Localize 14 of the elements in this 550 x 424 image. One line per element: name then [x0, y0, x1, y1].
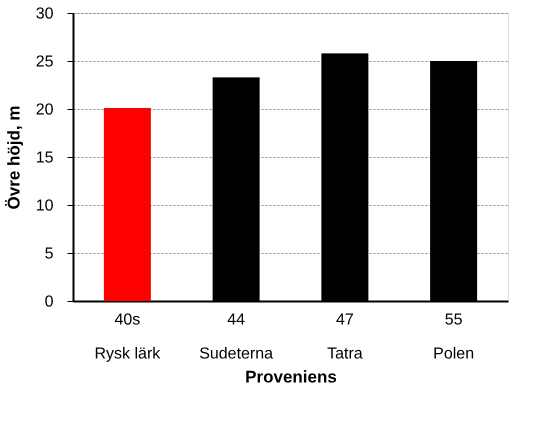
- y-tick-label: 5: [44, 246, 54, 262]
- x-tick-label: 55 Polen: [433, 312, 474, 362]
- y-tick-label: 15: [36, 150, 54, 166]
- y-tick-label: 20: [36, 102, 54, 118]
- y-axis-title: Övre höjd, m: [4, 106, 24, 210]
- y-tick-label: 0: [44, 294, 54, 310]
- y-tick-label: 25: [36, 54, 54, 70]
- x-axis-title: Proveniens: [245, 368, 337, 386]
- y-tick-label: 30: [36, 6, 54, 22]
- x-tick-label: 40s Rysk lärk: [94, 312, 162, 362]
- bar: [104, 108, 151, 301]
- y-tick-label: 10: [36, 198, 54, 214]
- x-tick-label: 44 Sudeterna: [199, 312, 274, 362]
- x-tick-label: 47 Tatra: [327, 312, 363, 362]
